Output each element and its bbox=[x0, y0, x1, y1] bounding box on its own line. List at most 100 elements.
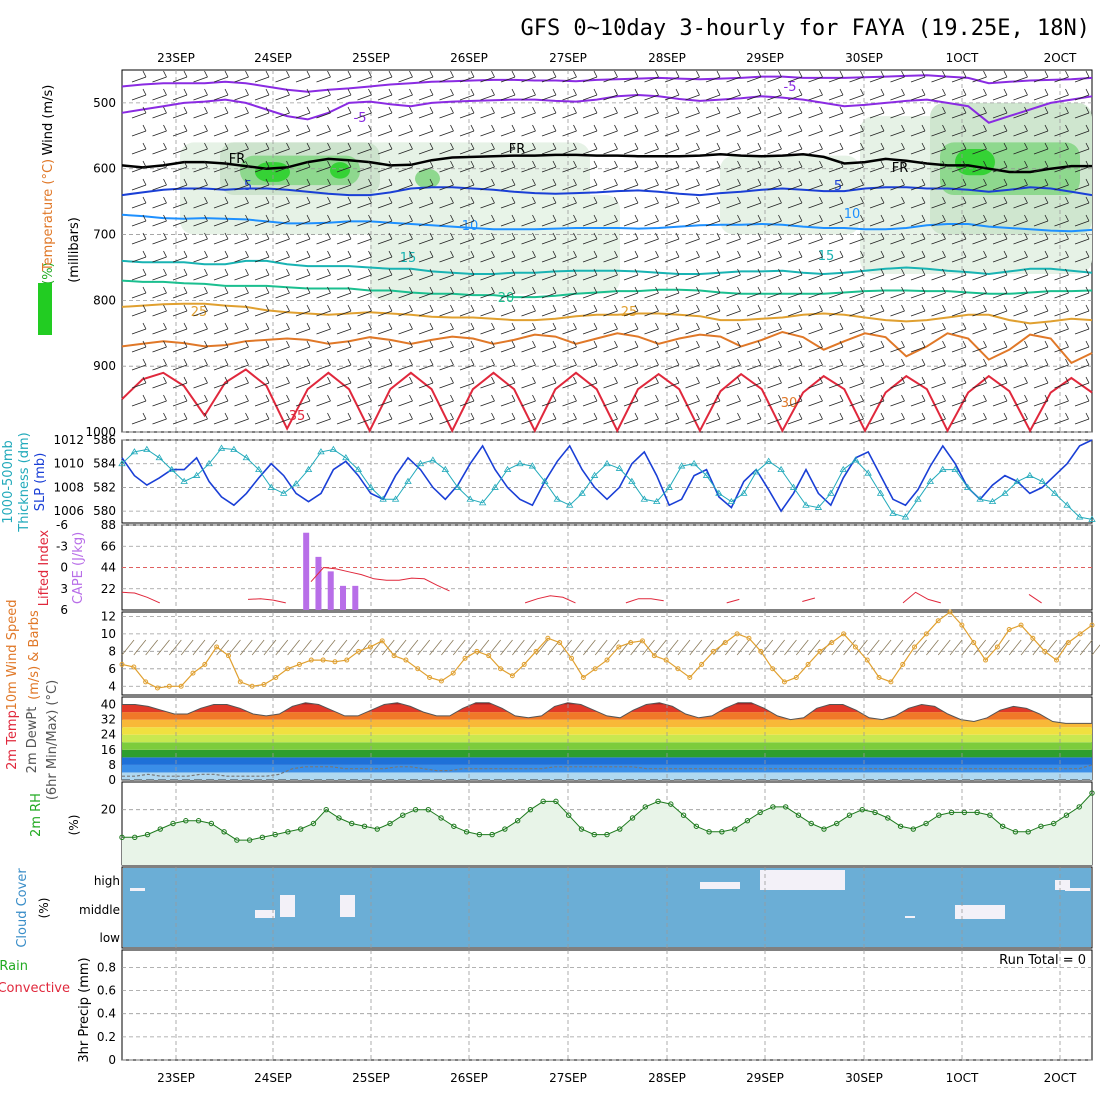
temp-band bbox=[122, 757, 1092, 765]
wind-barb bbox=[470, 340, 475, 348]
wind-barb bbox=[511, 304, 516, 312]
data-point bbox=[900, 661, 906, 667]
wind-barb bbox=[962, 340, 967, 348]
wind-barb bbox=[377, 328, 393, 335]
wind-barb bbox=[357, 76, 372, 83]
wind-barb bbox=[787, 418, 803, 425]
wind-barb bbox=[172, 364, 188, 371]
wind-barb bbox=[726, 274, 741, 281]
x-tick-label-bottom: 30SEP bbox=[845, 1071, 883, 1085]
wind-barb bbox=[336, 112, 352, 119]
wind-barb bbox=[429, 250, 434, 258]
data-point bbox=[427, 675, 433, 681]
wind-barb bbox=[377, 400, 393, 407]
wind-barb bbox=[541, 130, 557, 137]
wind-barb bbox=[152, 382, 167, 389]
data-point bbox=[935, 618, 941, 624]
wind-barb bbox=[511, 358, 516, 366]
wind-barb bbox=[808, 184, 823, 191]
wind-barb bbox=[306, 88, 311, 96]
wind-barb bbox=[336, 130, 352, 137]
wind-barb bbox=[849, 274, 864, 281]
wind-barb bbox=[890, 202, 905, 209]
rh-shading bbox=[370, 142, 470, 301]
y-tick-label: 1000 bbox=[85, 425, 116, 439]
wind-barb bbox=[726, 382, 741, 389]
wind-barb bbox=[675, 214, 680, 222]
wind-barb bbox=[860, 412, 864, 420]
data-point bbox=[349, 820, 355, 827]
wind-barb bbox=[685, 364, 700, 371]
wind-barb bbox=[224, 268, 229, 276]
wind-barb bbox=[418, 184, 434, 191]
y-tick-label: 582 bbox=[93, 480, 116, 494]
wind-barb bbox=[890, 292, 905, 299]
wind-barb bbox=[1013, 256, 1028, 263]
wind-barb bbox=[716, 304, 721, 312]
data-point bbox=[663, 657, 669, 663]
data-point bbox=[744, 818, 751, 824]
series-label: 5 bbox=[244, 179, 252, 194]
wind-barb bbox=[418, 328, 434, 335]
wind-barb bbox=[131, 148, 147, 155]
wind-barb bbox=[828, 76, 844, 83]
wind-barb bbox=[1003, 322, 1008, 330]
wind-barb bbox=[265, 250, 270, 258]
wind-barb bbox=[562, 184, 577, 191]
wind-barb bbox=[172, 112, 188, 119]
wind-barb bbox=[398, 346, 413, 353]
data-point bbox=[808, 820, 814, 827]
wind-barb bbox=[347, 196, 352, 204]
data-point bbox=[310, 820, 317, 827]
wind-barb bbox=[726, 130, 741, 137]
wind-barb bbox=[983, 160, 987, 168]
wind-barb bbox=[1013, 310, 1028, 317]
wind-barb bbox=[1024, 322, 1028, 330]
wind-barb bbox=[942, 88, 946, 96]
wind-barb bbox=[696, 304, 700, 312]
wind-barb bbox=[388, 214, 393, 222]
wind-barb bbox=[488, 639, 502, 656]
data-point bbox=[578, 826, 585, 832]
wind-barb bbox=[491, 124, 495, 132]
wind-barb bbox=[388, 160, 393, 168]
wind-barb bbox=[808, 130, 823, 137]
wind-barb bbox=[705, 382, 721, 389]
wind-barb bbox=[737, 322, 741, 330]
wind-barb bbox=[675, 340, 680, 348]
wind-barb bbox=[1065, 250, 1069, 258]
wind-barb bbox=[757, 106, 762, 114]
wind-barb bbox=[377, 382, 393, 389]
wind-barb bbox=[685, 400, 700, 407]
wind-barb bbox=[286, 232, 290, 240]
wind-barb bbox=[1003, 142, 1008, 150]
data-point bbox=[320, 657, 326, 663]
wind-barb bbox=[942, 124, 946, 132]
wind-barb bbox=[245, 340, 249, 348]
wind-barb bbox=[398, 202, 413, 209]
wind-barb bbox=[1074, 328, 1090, 335]
wind-barb bbox=[726, 238, 741, 245]
wind-barb bbox=[347, 106, 352, 114]
wind-barb bbox=[593, 250, 598, 258]
wind-barb bbox=[890, 94, 905, 101]
wind-barb bbox=[398, 418, 413, 425]
wind-barb bbox=[972, 76, 987, 83]
wind-barb bbox=[204, 250, 208, 258]
cloud-patch bbox=[905, 916, 915, 918]
wind-barb bbox=[737, 286, 741, 294]
wind-barb bbox=[582, 382, 598, 389]
wind-barb bbox=[726, 220, 741, 227]
wind-barb bbox=[439, 148, 454, 155]
wind-barb bbox=[921, 412, 926, 420]
wind-barb bbox=[234, 328, 249, 335]
wind-barb bbox=[901, 232, 905, 240]
data-point bbox=[221, 829, 227, 835]
wind-barb bbox=[347, 394, 352, 402]
wind-barb bbox=[931, 184, 946, 191]
wind-barb bbox=[685, 166, 700, 173]
wind-barb bbox=[193, 382, 208, 389]
wind-barb bbox=[983, 268, 987, 276]
data-point bbox=[936, 812, 942, 818]
wind-barb bbox=[623, 292, 639, 299]
